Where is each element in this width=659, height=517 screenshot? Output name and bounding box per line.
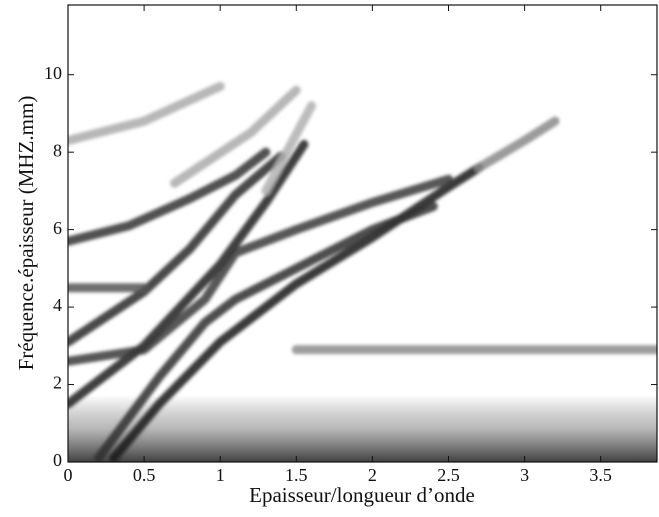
x-tick-label: 0	[64, 465, 73, 485]
axes-box	[67, 4, 658, 463]
background-noise	[68, 395, 657, 462]
plot-area	[68, 81, 657, 462]
x-tick-label: 0.5	[133, 465, 156, 485]
y-tick-label: 6	[53, 218, 62, 238]
y-tick-label: 4	[53, 295, 62, 315]
x-tick-label: 1	[216, 465, 225, 485]
x-tick-label: 3	[520, 465, 529, 485]
mode-curve	[68, 147, 271, 246]
y-tick-label: 8	[53, 140, 62, 160]
mode-curve	[474, 116, 560, 173]
x-tick-label: 3.5	[589, 465, 612, 485]
mode-curve	[68, 81, 225, 146]
y-axis-title: Fréquence.épaisseur (MHZ.mm)	[14, 96, 38, 371]
y-tick-label: 10	[44, 63, 62, 83]
mode-curve	[93, 201, 438, 462]
x-tick-label: 2.5	[437, 465, 460, 485]
mode-curve	[68, 151, 286, 347]
mode-curve	[170, 85, 301, 188]
x-axis-title: Epaisseur/longueur d’onde	[249, 483, 475, 507]
y-tick-label: 0	[53, 450, 62, 470]
mode-curve	[68, 174, 453, 366]
y-tick-label: 2	[53, 373, 62, 393]
mode-curve	[68, 139, 309, 409]
x-tick-label: 1.5	[285, 465, 308, 485]
x-tick-label: 2	[368, 465, 377, 485]
mode-curve	[261, 101, 317, 196]
mode-curve	[109, 163, 484, 462]
